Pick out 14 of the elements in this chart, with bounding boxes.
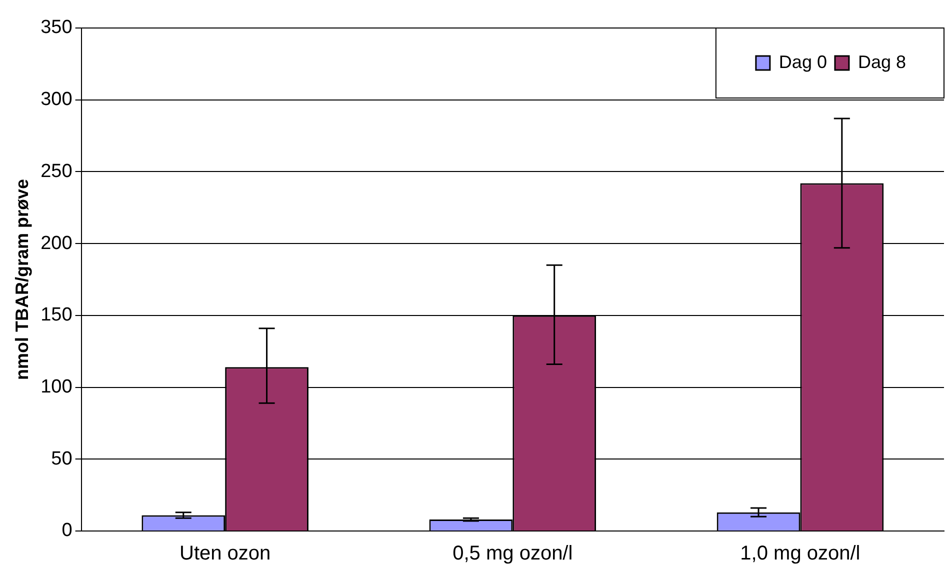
legend-label: Dag 0	[778, 52, 827, 72]
y-tick-label: 250	[40, 160, 72, 182]
x-tick-label: Uten ozon	[180, 542, 271, 565]
y-axis-title: nmol TBAR/gram prøve	[12, 178, 32, 380]
y-tick-label: 0	[62, 520, 72, 542]
legend-label: Dag 8	[858, 52, 906, 72]
y-tick-label: 300	[40, 89, 72, 110]
y-tick-label: 350	[40, 17, 72, 38]
x-tick-label: 1,0 mg ozon/l	[740, 542, 860, 565]
y-tick-label: 100	[40, 376, 72, 398]
y-tick-label: 50	[51, 448, 72, 470]
y-tick-label: 150	[40, 304, 72, 326]
x-tick-label: 0,5 mg ozon/l	[452, 542, 573, 565]
y-tick-label: 200	[40, 232, 72, 254]
